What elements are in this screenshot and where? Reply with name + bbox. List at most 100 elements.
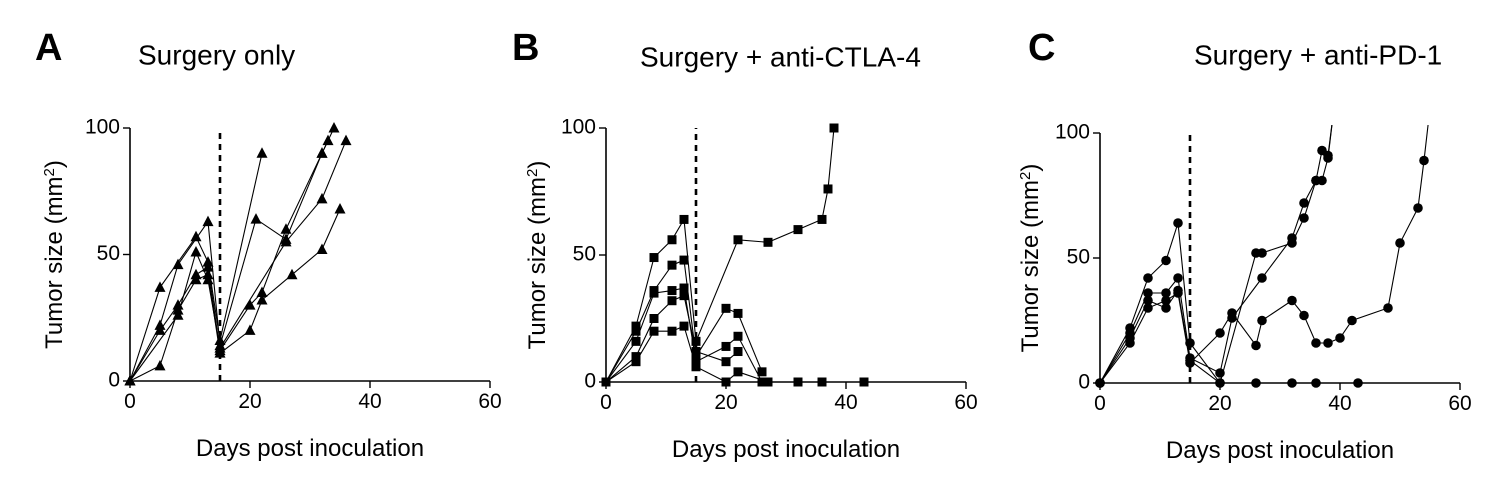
data-point	[667, 286, 677, 296]
data-point	[1311, 378, 1321, 388]
series-line-5	[129, 140, 347, 382]
data-point	[1287, 378, 1297, 388]
x-tick-label: 60	[478, 390, 501, 413]
data-point	[172, 309, 184, 320]
panel-letter: A	[35, 27, 62, 69]
data-point	[679, 291, 689, 301]
y-tick-label: 100	[561, 116, 596, 139]
data-point	[1095, 378, 1105, 388]
x-tick-label: 60	[1448, 392, 1471, 415]
y-axis-label-end: )	[524, 161, 551, 169]
data-point	[733, 331, 743, 341]
data-point	[1143, 273, 1153, 283]
data-point	[1143, 295, 1153, 306]
data-point	[667, 326, 677, 336]
panel-title: Surgery only	[138, 39, 295, 70]
y-tick-label: 0	[1078, 371, 1090, 394]
panel-letter: C	[1028, 27, 1055, 69]
data-point	[631, 336, 641, 346]
data-point	[1317, 175, 1327, 186]
x-tick-label: 40	[834, 391, 857, 414]
data-point	[154, 324, 166, 335]
data-point	[124, 375, 136, 386]
data-point	[202, 273, 214, 285]
data-point	[721, 341, 731, 351]
data-point	[859, 377, 869, 387]
data-point	[721, 357, 731, 367]
data-point	[1251, 340, 1261, 351]
y-axis-label: Tumor size (mm2)	[524, 161, 552, 350]
x-tick-label: 20	[238, 390, 261, 413]
y-axis-label: Tumor size (mm2)	[1017, 164, 1045, 353]
data-point	[1185, 355, 1195, 366]
data-point	[679, 283, 689, 293]
data-point	[1257, 315, 1267, 326]
data-point	[721, 377, 731, 387]
data-point	[334, 202, 346, 214]
data-point	[1251, 378, 1261, 388]
y-tick-label: 50	[97, 242, 120, 265]
data-point	[763, 237, 773, 247]
data-point	[667, 235, 677, 245]
y-axis-label-superscript: 2	[1017, 172, 1034, 180]
data-point	[1215, 368, 1225, 378]
data-point	[1161, 295, 1171, 306]
data-point	[1323, 153, 1333, 163]
data-point	[733, 235, 743, 245]
panel-b: B Surgery + anti-CTLA-4 0 20 40 60 0 50 100 Days …	[512, 27, 978, 463]
data-point	[1299, 198, 1309, 208]
y-axis-label-text: Tumor size (mm	[1017, 180, 1044, 352]
data-point	[214, 342, 226, 353]
data-point	[280, 235, 292, 247]
series-line-4	[605, 294, 739, 383]
data-point	[1383, 303, 1393, 313]
y-axis-label-text: Tumor size (mm	[524, 177, 551, 349]
data-point	[316, 192, 328, 204]
x-tick-label: 40	[358, 390, 381, 413]
data-point	[256, 286, 268, 297]
data-point	[1161, 288, 1171, 298]
x-axis-label: Days post inoculation	[672, 436, 900, 463]
x-tick-label: 20	[1208, 392, 1231, 415]
data-point	[1257, 248, 1267, 258]
data-point	[679, 255, 689, 265]
data-point	[679, 214, 689, 224]
data-point	[190, 230, 202, 242]
data-point	[733, 308, 743, 318]
data-point	[649, 314, 659, 323]
data-point	[667, 296, 677, 306]
data-point	[631, 326, 641, 336]
y-axis-label-end: )	[41, 160, 68, 168]
x-tick-label: 60	[954, 391, 977, 414]
data-point	[286, 268, 298, 280]
data-point	[250, 213, 262, 224]
data-point	[1323, 338, 1333, 348]
series-line-2	[605, 259, 763, 383]
data-point	[316, 147, 328, 158]
data-point	[1161, 255, 1171, 266]
panel-title: Surgery + anti-PD-1	[1194, 39, 1442, 70]
data-point	[679, 321, 689, 331]
data-point	[1311, 338, 1321, 348]
data-point	[691, 357, 701, 367]
y-axis-label: Tumor size (mm2)	[41, 160, 69, 349]
x-tick-label: 0	[1094, 392, 1106, 415]
data-point	[256, 294, 268, 305]
data-point	[691, 347, 701, 357]
data-point	[1143, 288, 1153, 298]
data-point	[280, 223, 292, 234]
data-point	[1257, 273, 1267, 283]
data-point	[1419, 155, 1429, 166]
y-tick-label: 50	[1067, 246, 1090, 269]
data-point	[190, 245, 202, 257]
data-point	[649, 326, 659, 336]
data-point	[316, 243, 328, 254]
data-point	[1395, 238, 1405, 248]
data-point	[631, 352, 641, 362]
data-point	[340, 134, 352, 146]
y-tick-label: 50	[573, 243, 596, 266]
data-point	[757, 377, 767, 387]
data-point	[793, 377, 803, 387]
data-point	[244, 324, 256, 335]
